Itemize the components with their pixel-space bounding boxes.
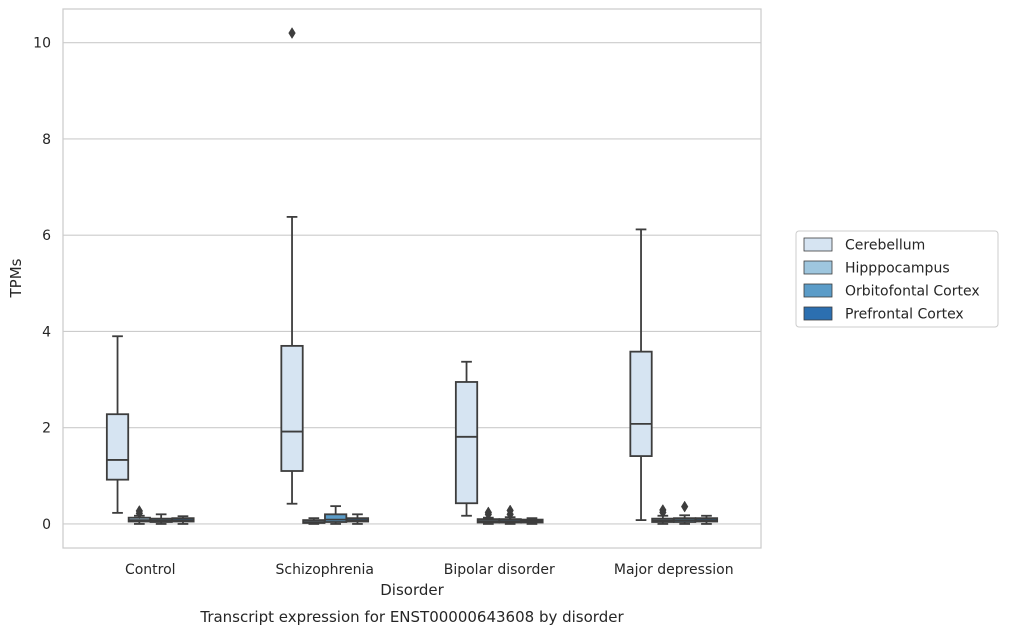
box-cerebellum (629, 228, 653, 521)
legend-swatch (803, 283, 833, 298)
plot-area (63, 9, 761, 548)
box-hipppocampus (476, 506, 500, 525)
box-hipppocampus (651, 504, 675, 525)
legend-swatch (803, 306, 833, 321)
outlier-point (506, 504, 514, 517)
legend-swatch (803, 237, 833, 252)
x-tick-label: Bipolar disorder (444, 562, 555, 578)
y-tick-label: 2 (42, 421, 51, 437)
grid-lines (63, 42, 761, 525)
box-orbitofontal-cortex (498, 504, 522, 525)
outlier-point (659, 504, 667, 516)
y-tick-label: 0 (42, 517, 51, 533)
y-axis-title: TPMs (7, 258, 25, 298)
box-iqr (105, 413, 130, 481)
chart-caption: Transcript expression for ENST0000064360… (199, 608, 624, 626)
plot-frame (62, 8, 762, 549)
x-tick-label: Schizophrenia (276, 562, 374, 578)
legend-label: Prefrontal Cortex (845, 307, 964, 323)
box-hipppocampus (127, 505, 151, 525)
outlier-point (484, 506, 492, 519)
box-prefrontal-cortex (694, 514, 719, 525)
y-tick-label: 10 (33, 36, 51, 52)
box-hipppocampus (302, 517, 326, 525)
legend-frame (795, 230, 999, 328)
box-iqr (629, 350, 653, 457)
box-prefrontal-cortex (520, 517, 544, 525)
box-cerebellum (454, 360, 479, 517)
y-tick-label: 4 (42, 324, 51, 340)
x-tick-label: Control (125, 562, 176, 578)
legend-label: Cerebellum (845, 238, 925, 254)
box-prefrontal-cortex (171, 515, 195, 525)
legend-swatch (803, 260, 833, 275)
box-cerebellum (280, 27, 304, 505)
y-tick-label: 6 (42, 228, 51, 244)
boxes (105, 27, 719, 525)
x-axis-title: Disorder (380, 581, 444, 599)
box-cerebellum (105, 335, 130, 514)
box-iqr (324, 513, 348, 523)
y-tick-label: 8 (42, 132, 51, 148)
legend-label: Orbitofontal Cortex (845, 284, 980, 300)
legend: Cerebellum Hipppocampus Orbitofontal Corte… (795, 230, 999, 328)
outlier-point (135, 505, 143, 517)
box-prefrontal-cortex (345, 513, 370, 525)
box-iqr (454, 381, 479, 505)
outlier-point (288, 27, 296, 39)
box-iqr (280, 344, 304, 472)
legend-label: Hipppocampus (845, 261, 950, 277)
x-tick-labels: Control Schizophrenia Bipolar disorder Majo… (125, 562, 734, 578)
outlier-point (681, 500, 689, 513)
x-tick-label: Major depression (614, 562, 734, 578)
y-tick-labels: 0 2 4 6 8 10 (33, 36, 51, 533)
